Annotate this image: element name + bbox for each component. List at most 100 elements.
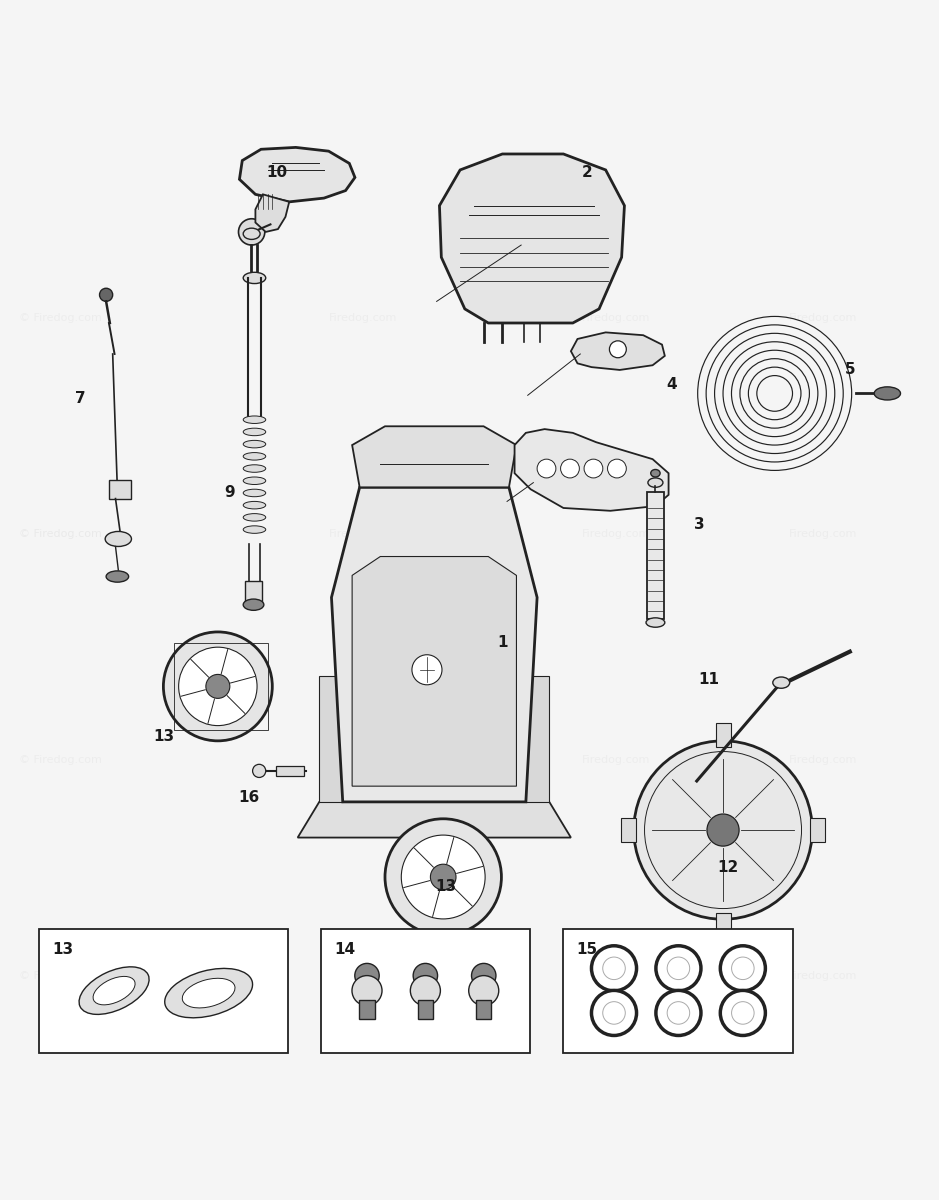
Text: © Firedog.com: © Firedog.com [19, 529, 101, 539]
Ellipse shape [243, 452, 266, 460]
Text: 9: 9 [224, 485, 236, 499]
Ellipse shape [243, 476, 266, 485]
Bar [476, 1000, 491, 1019]
Polygon shape [255, 194, 289, 232]
Circle shape [385, 818, 501, 935]
Circle shape [253, 764, 266, 778]
Circle shape [720, 990, 765, 1036]
Bar [174, 643, 268, 730]
Ellipse shape [243, 228, 260, 240]
Circle shape [430, 864, 456, 890]
Text: Firedog.com: Firedog.com [582, 529, 651, 539]
Polygon shape [352, 557, 516, 786]
Ellipse shape [243, 464, 266, 473]
Ellipse shape [243, 440, 266, 448]
Ellipse shape [243, 514, 266, 521]
Ellipse shape [182, 978, 235, 1008]
Circle shape [352, 976, 382, 1006]
Circle shape [100, 288, 113, 301]
Ellipse shape [243, 526, 266, 533]
Circle shape [603, 1002, 625, 1025]
Bar [716, 724, 731, 748]
Circle shape [608, 460, 626, 478]
Circle shape [655, 946, 700, 991]
Text: © Firedog.com: © Firedog.com [19, 313, 101, 323]
Ellipse shape [651, 469, 660, 476]
Circle shape [707, 814, 739, 846]
Text: Firedog.com: Firedog.com [789, 755, 857, 764]
Text: Firedog.com: Firedog.com [329, 529, 397, 539]
Text: 1: 1 [497, 635, 508, 649]
Circle shape [178, 647, 257, 726]
Ellipse shape [648, 478, 663, 487]
Circle shape [401, 835, 485, 919]
Ellipse shape [773, 677, 790, 689]
Ellipse shape [243, 272, 266, 283]
Text: Firedog.com: Firedog.com [329, 971, 397, 980]
Circle shape [561, 460, 579, 478]
Ellipse shape [93, 977, 135, 1004]
Ellipse shape [646, 618, 665, 628]
Circle shape [410, 976, 440, 1006]
Polygon shape [298, 802, 571, 838]
Circle shape [537, 460, 556, 478]
Circle shape [603, 958, 625, 979]
Polygon shape [571, 332, 665, 370]
Ellipse shape [105, 532, 131, 546]
Ellipse shape [874, 386, 901, 400]
Bar [810, 818, 825, 842]
Circle shape [720, 946, 765, 991]
Ellipse shape [243, 428, 266, 436]
Text: Firedog.com: Firedog.com [329, 313, 397, 323]
Ellipse shape [164, 968, 253, 1018]
Text: 4: 4 [666, 377, 677, 391]
Circle shape [667, 1002, 689, 1025]
Text: Firedog.com: Firedog.com [582, 755, 651, 764]
Polygon shape [352, 426, 516, 487]
Text: 10: 10 [267, 166, 287, 180]
Text: © Firedog.com: © Firedog.com [19, 755, 101, 764]
Polygon shape [515, 430, 669, 511]
Ellipse shape [243, 502, 266, 509]
Bar [109, 480, 131, 498]
Text: 3: 3 [694, 517, 705, 533]
Ellipse shape [243, 490, 266, 497]
Text: Firedog.com: Firedog.com [789, 313, 857, 323]
Circle shape [206, 674, 230, 698]
Bar [418, 1000, 433, 1019]
Circle shape [667, 958, 689, 979]
Circle shape [163, 632, 272, 740]
Circle shape [731, 958, 754, 979]
Text: Firedog.com: Firedog.com [582, 313, 651, 323]
Text: 13: 13 [53, 942, 73, 956]
Circle shape [592, 946, 637, 991]
Text: 13: 13 [154, 728, 175, 744]
Text: 15: 15 [577, 942, 597, 956]
Ellipse shape [243, 599, 264, 611]
Text: © Firedog.com: © Firedog.com [19, 971, 101, 980]
Circle shape [584, 460, 603, 478]
Bar [276, 767, 304, 775]
Text: 13: 13 [436, 878, 456, 894]
Bar [360, 1000, 375, 1019]
Ellipse shape [243, 416, 266, 424]
Polygon shape [526, 676, 549, 802]
Circle shape [413, 964, 438, 988]
Circle shape [634, 740, 812, 919]
Polygon shape [239, 148, 355, 202]
Bar [321, 929, 530, 1052]
Circle shape [469, 976, 499, 1006]
Text: 11: 11 [699, 672, 719, 688]
Circle shape [592, 990, 637, 1036]
Ellipse shape [106, 571, 129, 582]
Text: 14: 14 [334, 942, 355, 956]
Polygon shape [331, 487, 537, 802]
Circle shape [655, 990, 700, 1036]
Circle shape [471, 964, 496, 988]
Text: Firedog.com: Firedog.com [789, 529, 857, 539]
Circle shape [355, 964, 379, 988]
Bar [716, 913, 731, 937]
Text: 7: 7 [74, 391, 85, 406]
Polygon shape [439, 154, 624, 323]
Text: Firedog.com: Firedog.com [329, 755, 397, 764]
